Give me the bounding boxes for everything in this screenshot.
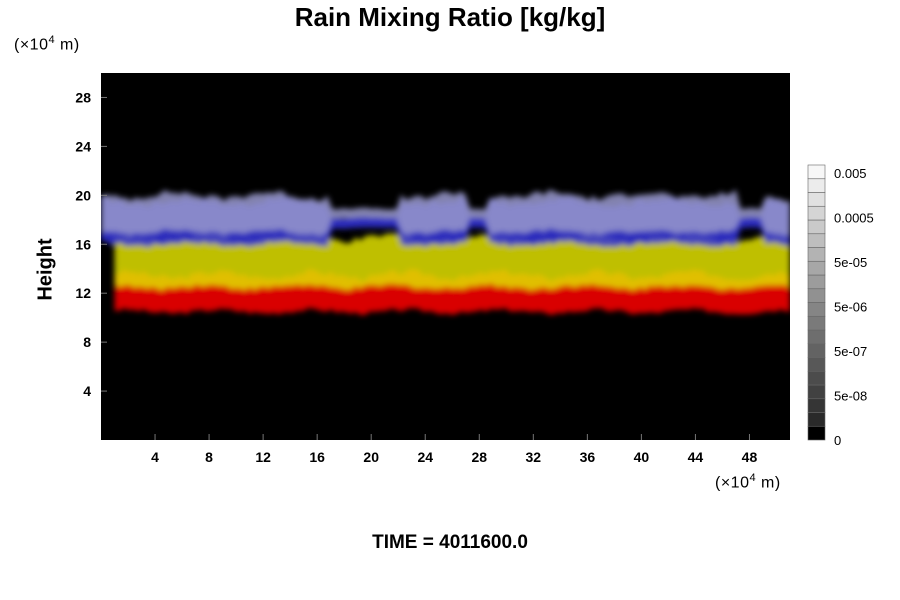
- y-tick-label: 24: [75, 138, 91, 154]
- x-tick-label: 32: [526, 449, 542, 465]
- rain-field: [101, 189, 790, 316]
- colorbar-swatch: [807, 412, 826, 427]
- x-unit-prefix: (×10: [715, 474, 750, 492]
- rain-layer-4: [101, 189, 790, 236]
- colorbar-swatch: [807, 192, 826, 207]
- x-axis-ticks: 4 8 12 16 20 24 28 32 36 40 44 48: [151, 434, 757, 465]
- y-tick-label: 4: [83, 383, 91, 399]
- colorbar-label: 5e-07: [834, 344, 867, 359]
- time-value: 4011600.0: [439, 532, 528, 553]
- x-tick-label: 4: [151, 449, 159, 465]
- x-axis-unit: (×104 m): [715, 472, 781, 492]
- colorbar-label: 5e-06: [834, 299, 867, 314]
- time-separator: =: [417, 532, 440, 553]
- y-axis-unit: (×104 m): [14, 34, 80, 54]
- time-readout: TIME = 4011600.0: [0, 532, 900, 554]
- colorbar-swatch: [807, 205, 826, 221]
- x-tick-label: 8: [205, 449, 213, 465]
- colorbar-swatch: [807, 370, 826, 386]
- y-unit-prefix: (×10: [14, 36, 49, 54]
- colorbar-swatch: [807, 398, 826, 413]
- colorbar-label: 0: [834, 433, 841, 448]
- x-tick-label: 40: [634, 449, 650, 465]
- colorbar-label: 0.005: [834, 166, 867, 181]
- colorbar-swatch: [807, 329, 826, 345]
- colorbar: 0.005 0.0005 5e-05 5e-06 5e-07 5e-08 0: [807, 164, 874, 448]
- x-tick-label: 44: [688, 449, 704, 465]
- y-unit-exponent: 4: [48, 34, 56, 46]
- x-tick-label: 20: [363, 449, 379, 465]
- colorbar-swatch: [807, 343, 826, 358]
- y-tick-label: 8: [83, 334, 91, 350]
- x-tick-label: 24: [417, 449, 433, 465]
- colorbar-swatch: [807, 315, 826, 331]
- time-label: TIME: [372, 532, 418, 553]
- colorbar-label: 5e-05: [834, 255, 867, 270]
- colorbar-swatch: [807, 178, 826, 193]
- x-unit-suffix: m): [756, 474, 781, 492]
- y-tick-label: 12: [75, 285, 91, 301]
- colorbar-label: 0.0005: [834, 210, 874, 225]
- colorbar-swatch: [807, 219, 826, 235]
- colorbar-swatch: [807, 425, 826, 441]
- x-tick-label: 28: [471, 449, 487, 465]
- colorbar-swatch: [807, 357, 826, 372]
- x-tick-label: 48: [742, 449, 758, 465]
- colorbar-swatch: [807, 260, 826, 276]
- colorbar-swatch: [807, 274, 826, 290]
- y-tick-label: 16: [75, 236, 91, 252]
- y-unit-suffix: m): [55, 36, 80, 54]
- colorbar-swatch: [807, 302, 826, 317]
- colorbar-swatch: [807, 384, 826, 400]
- colorbar-swatch: [807, 247, 826, 262]
- colorbar-label: 5e-08: [834, 388, 867, 403]
- chart-title: Rain Mixing Ratio [kg/kg]: [294, 2, 606, 32]
- colorbar-swatch: [807, 164, 826, 180]
- colorbar-swatch: [807, 288, 826, 303]
- y-tick-label: 28: [75, 89, 91, 105]
- x-tick-label: 36: [580, 449, 596, 465]
- rain-layer-2: [114, 232, 790, 291]
- x-tick-label: 16: [309, 449, 325, 465]
- x-tick-label: 12: [255, 449, 271, 465]
- colorbar-swatch: [807, 233, 826, 248]
- x-unit-exponent: 4: [749, 472, 757, 484]
- y-axis-ticks: 4 8 12 16 20 24 28: [75, 89, 107, 399]
- y-tick-label: 20: [75, 187, 91, 203]
